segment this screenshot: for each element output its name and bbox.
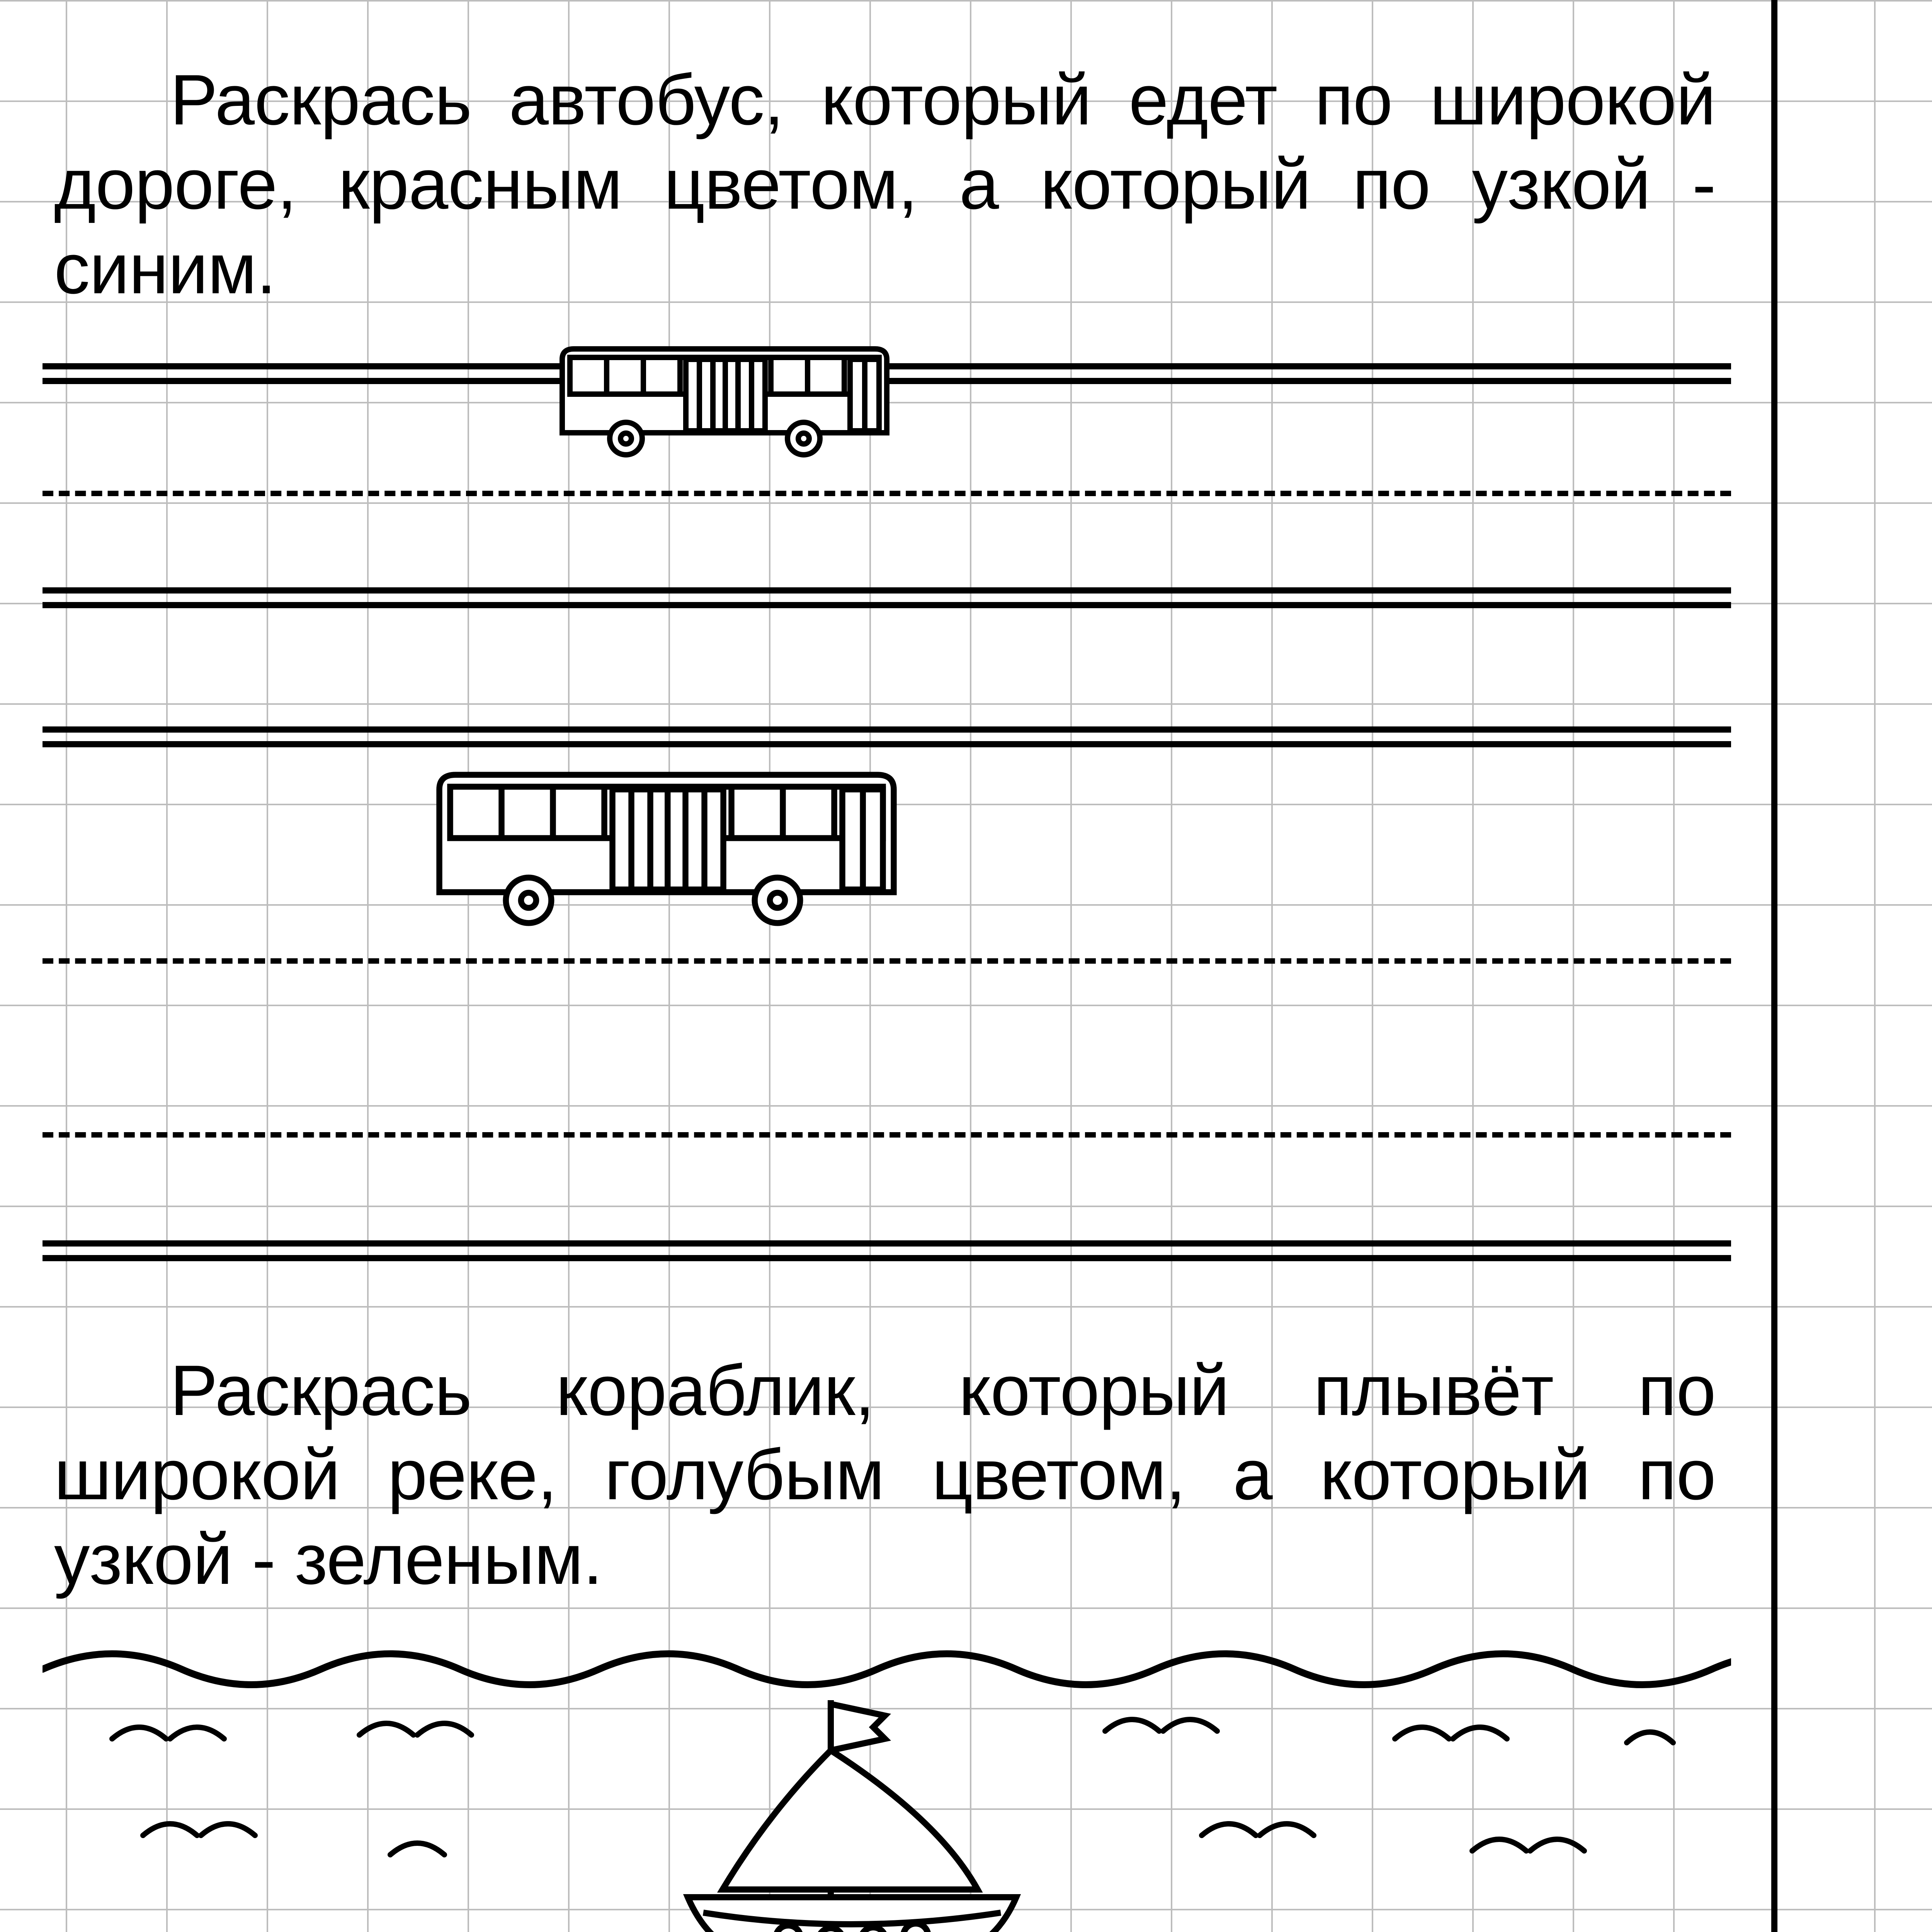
road-wide-top [43,726,1731,733]
road-wide-dash2 [43,1132,1731,1138]
road-wide-dash1 [43,958,1731,964]
road-wide-bottom [43,1240,1731,1247]
river-wide [43,1634,1731,1932]
road-narrow-bottom [43,587,1731,594]
task1-instructions: Раскрась автобус, который едет по широко… [54,58,1716,311]
bus-narrow-road [556,342,893,458]
worksheet-panel: Раскрась автобус, который едет по широко… [0,0,1777,1932]
bus-wide-road [425,765,908,927]
task2-instructions: Раскрась кораблик, который плывёт по шир… [54,1349,1716,1602]
road-narrow-center [43,491,1731,496]
